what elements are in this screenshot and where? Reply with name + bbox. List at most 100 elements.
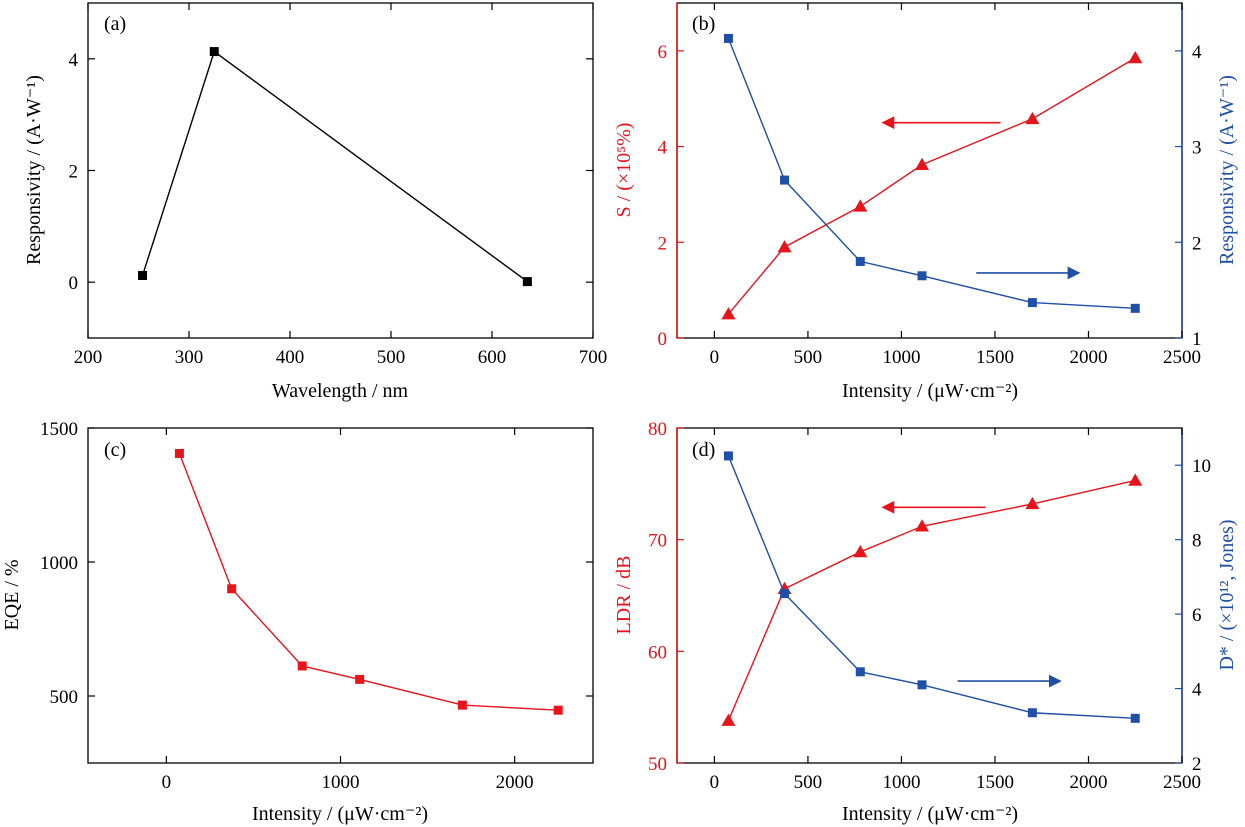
- panel-a-xtick-label: 300: [175, 347, 204, 368]
- panel-a-ytick-label: 2: [69, 162, 79, 183]
- panel-a-xtick-label: 500: [377, 347, 406, 368]
- panel-c-ytick-label: 500: [50, 687, 79, 708]
- panel-d-ylabel: LDR / dB: [613, 556, 635, 635]
- panel-c-series-0-point: [355, 674, 365, 684]
- panel-a-label: (a): [104, 13, 126, 35]
- panel-c: (c) Intensity / (μW·cm⁻²) EQE / % 0 1000 2…: [1, 419, 594, 825]
- panel-c-marks: [174, 448, 563, 715]
- panel-d-marks: [721, 451, 1143, 726]
- panel-b-ytick-label: 4: [658, 138, 668, 159]
- panel-a-ylabel: Responsivity / (A·W⁻¹): [23, 75, 45, 265]
- panel-c-ytick-label: 1000: [40, 553, 78, 574]
- panel-b-ytick-right-label: 4: [1192, 42, 1202, 63]
- panel-b-xtick-label: 1500: [976, 347, 1014, 368]
- panel-d-series-0-point: [915, 519, 930, 532]
- panel-d-ytick-right-label: 6: [1192, 605, 1202, 626]
- panel-c-xtick-label: 1000: [322, 772, 360, 793]
- panel-d-xtick-label: 1000: [882, 772, 920, 793]
- panel-a-ytick-label: 4: [69, 50, 79, 71]
- panel-a-marks: [138, 47, 532, 287]
- panel-b-ylabel: S / (×10⁵%): [613, 123, 635, 218]
- panel-d-frame: [676, 427, 1183, 764]
- panel-b-ylabel-right: Responsivity / (A·W⁻¹): [1216, 75, 1238, 265]
- panel-a-series-0-point: [209, 47, 219, 57]
- panel-d-ytick-label: 80: [648, 419, 667, 440]
- panel-b-frame: [676, 2, 1183, 339]
- panel-c-series-0-point: [174, 448, 184, 458]
- panel-b-series-0-point: [721, 307, 736, 320]
- panel-a-xtick-label: 200: [74, 347, 103, 368]
- panel-d-series-1-point: [1130, 713, 1140, 723]
- panel-b-xtick-label: 2500: [1163, 347, 1201, 368]
- panel-b-series-1-point: [780, 175, 790, 185]
- panel-b-ytick-label: 0: [658, 329, 668, 350]
- panel-a-ticks: 200 300 400 500 600 700 0 2 4: [69, 3, 608, 368]
- panel-c-ticks: 0 1000 2000 500 1000 1500: [40, 419, 593, 793]
- panel-b-series-1-line: [727, 38, 1136, 310]
- panel-c-label: (c): [104, 439, 126, 461]
- panel-d-ytick-label: 60: [648, 642, 667, 663]
- panel-d-xtick-label: 2000: [1069, 772, 1107, 793]
- panel-b-series-0-point: [915, 157, 930, 171]
- panel-b-ytick-label: 2: [658, 233, 668, 254]
- panel-d-ytick-right-label: 2: [1192, 754, 1202, 775]
- panel-d-xlabel: Intensity / (μW·cm⁻²): [842, 803, 1018, 825]
- panel-c-series-0-point: [227, 584, 237, 594]
- panel-d-ytick-label: 50: [648, 754, 667, 775]
- panel-d-series-0-point: [1128, 473, 1143, 486]
- panel-b-label: (b): [692, 13, 715, 35]
- panel-d-xtick-label: 500: [794, 772, 823, 793]
- panel-b-series-1-point: [723, 33, 733, 43]
- panel-d-series-1-point: [723, 451, 733, 461]
- panel-a-series-0-line: [141, 50, 528, 283]
- panel-b-series-1-point: [1027, 298, 1037, 308]
- panel-d-ytick-right-label: 4: [1192, 680, 1202, 701]
- panel-a-ytick-label: 0: [69, 273, 79, 294]
- panel-a-xtick-label: 400: [276, 347, 305, 368]
- panel-b-xtick-label: 500: [794, 347, 823, 368]
- panel-a: (a) Wavelength / nm Responsivity / (A·W⁻…: [23, 2, 608, 402]
- panel-b: (b) Intensity / (μW·cm⁻²) S / (×10⁵%) Re…: [613, 2, 1238, 402]
- panel-c-frame: [87, 427, 594, 764]
- panel-c-ytick-label: 1500: [40, 419, 78, 440]
- panel-a-xtick-label: 700: [579, 347, 608, 368]
- panel-d-ytick-right-label: 8: [1192, 531, 1202, 552]
- panel-d-series-1-point: [917, 680, 927, 690]
- panel-c-ylabel: EQE / %: [1, 559, 23, 630]
- panel-d-series-1-point: [780, 589, 790, 599]
- panel-b-series-1-point: [855, 256, 865, 266]
- panel-b-series-1-point: [917, 271, 927, 281]
- panel-d-xtick-label: 1500: [976, 772, 1014, 793]
- panel-d-ylabel-right: D* / (×10¹², Jones): [1216, 519, 1238, 670]
- panel-c-xtick-label: 2000: [496, 772, 534, 793]
- panel-d-ticks: 0 500 1000 1500 2000 2500 50 60 70 80 2 4 6 8 10: [648, 419, 1211, 793]
- panel-b-series-0-point: [853, 199, 868, 212]
- panel-d-series-0-point: [853, 544, 868, 558]
- panel-a-series-0-point: [522, 277, 532, 287]
- panel-b-xtick-label: 1000: [882, 347, 920, 368]
- panel-b-marks: [721, 33, 1143, 320]
- panel-b-xlabel: Intensity / (μW·cm⁻²): [842, 380, 1018, 402]
- panel-d-ytick-right-label: 10: [1192, 456, 1211, 477]
- panel-b-series-0-point: [777, 240, 792, 253]
- panel-d-series-0-point: [721, 713, 736, 726]
- panel-a-xtick-label: 600: [478, 347, 507, 368]
- panel-b-series-1-point: [1130, 303, 1140, 313]
- panel-b-ytick-right-label: 3: [1192, 138, 1202, 159]
- panel-d-xtick-label: 0: [710, 772, 720, 793]
- panel-d-series-0-point: [1025, 496, 1040, 510]
- panel-d-label: (d): [692, 439, 715, 461]
- panel-b-ytick-right-label: 1: [1192, 329, 1202, 350]
- panel-d-xtick-label: 2500: [1163, 772, 1201, 793]
- panel-b-ticks: 0 500 1000 1500 2000 2500 0 2 4 6 1 2 3 4: [658, 3, 1202, 368]
- panel-d-series-1-point: [855, 667, 865, 677]
- panel-a-series-0-point: [138, 270, 148, 280]
- panel-b-ytick-right-label: 2: [1192, 233, 1202, 254]
- panel-b-xtick-label: 0: [710, 347, 720, 368]
- panel-a-xlabel: Wavelength / nm: [272, 380, 409, 402]
- panel-b-xtick-label: 2000: [1069, 347, 1107, 368]
- panel-d-ytick-label: 70: [648, 531, 667, 552]
- panel-b-series-0-point: [1128, 51, 1143, 64]
- panel-c-xlabel: Intensity / (μW·cm⁻²): [252, 803, 428, 825]
